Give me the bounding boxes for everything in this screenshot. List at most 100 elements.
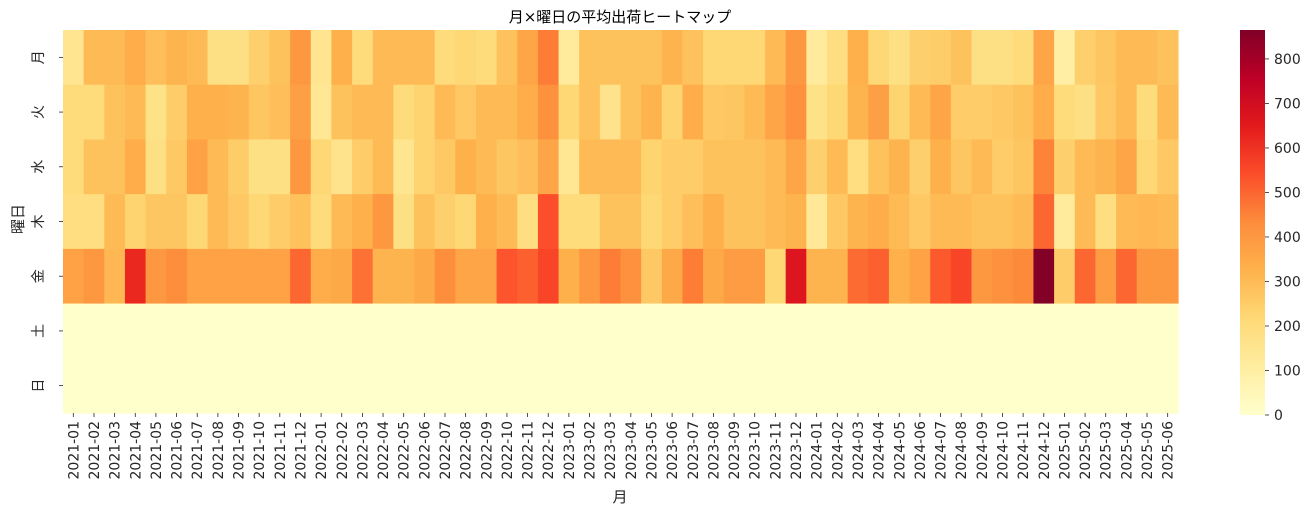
heatmap-cell bbox=[475, 303, 498, 359]
heatmap-cell bbox=[599, 139, 622, 195]
heatmap-cell bbox=[537, 358, 560, 414]
x-tick-label: 2023-04 bbox=[624, 421, 640, 480]
heatmap-cell bbox=[703, 30, 725, 86]
heatmap-cell bbox=[579, 84, 601, 141]
heatmap-cell bbox=[166, 139, 188, 195]
heatmap-cell bbox=[1136, 84, 1158, 141]
colorbar bbox=[1240, 30, 1265, 415]
colorbar-tick-label: 400 bbox=[1274, 230, 1301, 246]
heatmap-cell bbox=[228, 358, 250, 414]
heatmap-cell bbox=[83, 139, 105, 195]
heatmap-cell bbox=[1012, 303, 1035, 359]
heatmap-cell bbox=[83, 30, 105, 86]
heatmap-cell bbox=[1054, 358, 1076, 414]
x-axis-ticks: 2021-01 2021-02 2021-03 2021-04 2021-05 2021-… bbox=[66, 413, 1177, 480]
heatmap-cell bbox=[393, 84, 415, 141]
heatmap-cell bbox=[930, 139, 952, 195]
heatmap-cell bbox=[744, 30, 766, 86]
heatmap-cell bbox=[104, 84, 126, 141]
heatmap-cell bbox=[1157, 139, 1179, 195]
heatmap-cell bbox=[703, 248, 725, 305]
heatmap-cell bbox=[310, 84, 333, 141]
x-tick-label: 2021-12 bbox=[293, 421, 309, 480]
heatmap-cell bbox=[475, 358, 498, 414]
heatmap-cell bbox=[1054, 248, 1076, 305]
heatmap-cell bbox=[434, 248, 456, 305]
heatmap-cell bbox=[909, 139, 931, 195]
heatmap-cell bbox=[888, 30, 911, 86]
heatmap-cell bbox=[785, 194, 807, 250]
heatmap-cell bbox=[806, 30, 828, 86]
x-tick-label: 2021-07 bbox=[190, 421, 206, 480]
heatmap-cell bbox=[1074, 248, 1097, 305]
heatmap-cell bbox=[310, 194, 333, 250]
heatmap-cell bbox=[868, 194, 890, 250]
heatmap-cell bbox=[620, 30, 642, 86]
heatmap-cell bbox=[847, 248, 869, 305]
heatmap-cell bbox=[1136, 248, 1158, 305]
heatmap-cell bbox=[124, 248, 147, 305]
heatmap-cell bbox=[661, 84, 684, 141]
heatmap-cell bbox=[723, 84, 745, 141]
heatmap-cell bbox=[909, 248, 931, 305]
y-tick-label: 水 bbox=[31, 160, 47, 174]
heatmap-cell bbox=[496, 194, 518, 250]
heatmap-cell bbox=[124, 139, 147, 195]
heatmap-cell bbox=[1116, 194, 1138, 250]
heatmap-cell bbox=[124, 194, 147, 250]
heatmap-cell bbox=[434, 139, 456, 195]
heatmap-cell bbox=[166, 30, 188, 86]
x-tick-label: 2024-10 bbox=[995, 421, 1011, 480]
heatmap-cell bbox=[310, 30, 333, 86]
heatmap-cell bbox=[63, 30, 85, 86]
y-tick-label: 月 bbox=[31, 50, 47, 64]
heatmap-cell bbox=[1012, 139, 1035, 195]
heatmap-cell bbox=[496, 84, 518, 141]
heatmap-cell bbox=[372, 303, 394, 359]
heatmap-cell bbox=[826, 194, 849, 250]
heatmap-cell bbox=[414, 139, 436, 195]
heatmap-cell bbox=[847, 139, 869, 195]
heatmap-cell bbox=[455, 358, 477, 414]
heatmap-cell bbox=[537, 194, 560, 250]
heatmap-cell bbox=[950, 248, 973, 305]
heatmap-cell bbox=[1116, 248, 1138, 305]
heatmap-cell bbox=[1157, 194, 1179, 250]
heatmap-cell bbox=[661, 358, 684, 414]
heatmap-cell bbox=[579, 358, 601, 414]
heatmap-cell bbox=[930, 358, 952, 414]
heatmap-cell bbox=[661, 30, 684, 86]
heatmap-cell bbox=[971, 303, 993, 359]
heatmap-cell bbox=[331, 84, 353, 141]
heatmap-cell bbox=[1012, 194, 1035, 250]
heatmap-cell bbox=[950, 303, 973, 359]
y-tick-label: 土 bbox=[31, 324, 47, 338]
heatmap-cell bbox=[393, 194, 415, 250]
heatmap-cell bbox=[104, 303, 126, 359]
heatmap-cell bbox=[186, 358, 209, 414]
heatmap-cell bbox=[207, 358, 229, 414]
heatmap-cell bbox=[806, 358, 828, 414]
heatmap-cell bbox=[1095, 194, 1117, 250]
heatmap-cell bbox=[971, 248, 993, 305]
x-tick-label: 2023-10 bbox=[748, 421, 764, 480]
heatmap-cell bbox=[744, 248, 766, 305]
colorbar-tick-label: 200 bbox=[1274, 319, 1301, 335]
heatmap-cell bbox=[703, 194, 725, 250]
heatmap-cell bbox=[166, 303, 188, 359]
heatmap-cell bbox=[166, 248, 188, 305]
heatmap-cell bbox=[228, 84, 250, 141]
heatmap-cell bbox=[269, 84, 291, 141]
heatmap-cell bbox=[186, 303, 209, 359]
heatmap-cell bbox=[703, 303, 725, 359]
heatmap-cell bbox=[971, 194, 993, 250]
heatmap-cell bbox=[579, 303, 601, 359]
heatmap-cell bbox=[331, 194, 353, 250]
heatmap-cell bbox=[290, 30, 312, 86]
heatmap-cell bbox=[455, 194, 477, 250]
heatmap-cell bbox=[682, 303, 704, 359]
heatmap-cell bbox=[290, 139, 312, 195]
heatmap-cell bbox=[455, 30, 477, 86]
heatmap-cell bbox=[1012, 30, 1035, 86]
heatmap-cell bbox=[909, 358, 931, 414]
